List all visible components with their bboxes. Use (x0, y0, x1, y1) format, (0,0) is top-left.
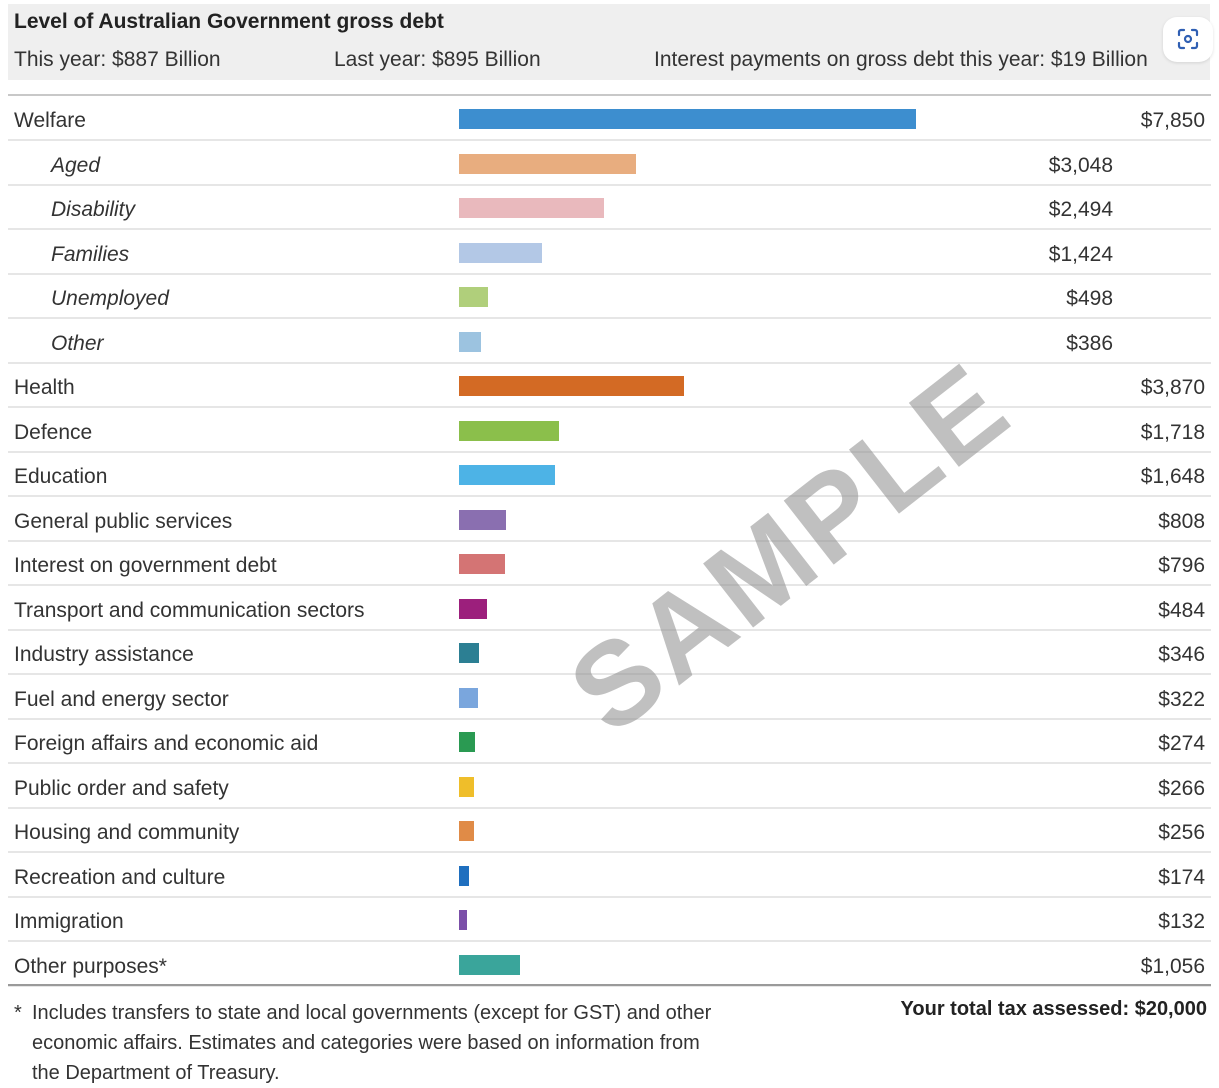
bar (459, 954, 520, 975)
this-year-debt: This year: $887 Billion (14, 48, 221, 71)
bottom-rule (8, 984, 1211, 986)
row-label: Other purposes* (14, 954, 167, 978)
chart-row: Transport and communication sectors $484 (8, 587, 1211, 631)
row-label: Other (51, 331, 104, 355)
chart-title: Level of Australian Government gross deb… (14, 10, 444, 33)
value-label: $498 (1066, 287, 1113, 310)
row-label: Education (14, 465, 108, 488)
row-label: Welfare (14, 109, 86, 132)
chart-row: Families $1,424 (8, 230, 1211, 275)
value-label: $2,494 (1048, 198, 1113, 221)
row-label: Industry assistance (14, 643, 194, 666)
bar (459, 776, 474, 797)
bar (459, 465, 555, 485)
bar (459, 821, 474, 841)
top-rule (8, 94, 1211, 96)
bar (459, 331, 481, 352)
chart-row: Interest on government debt $796 (8, 542, 1211, 586)
chart-row: Housing and community $256 (8, 809, 1211, 853)
scan-button[interactable] (1163, 17, 1213, 62)
footnote-text: Includes transfers to state and local go… (32, 1002, 712, 1084)
total-tax-assessed: Your total tax assessed: $20,000 (900, 998, 1207, 1020)
row-label: Fuel and energy sector (14, 687, 229, 711)
bar (459, 198, 604, 218)
row-label: Housing and community (14, 821, 240, 844)
chart-row: Immigration $132 (8, 898, 1211, 942)
bar (459, 732, 475, 752)
bar (459, 643, 479, 663)
footnote-star: * (14, 1002, 22, 1024)
chart-row: Recreation and culture $174 (8, 854, 1211, 898)
value-label: $132 (1158, 910, 1205, 933)
chart-row: Health $3,870 (8, 364, 1211, 408)
value-label: $346 (1158, 643, 1205, 666)
value-label: $386 (1066, 331, 1113, 355)
row-label: Foreign affairs and economic aid (14, 732, 319, 755)
value-label: $7,850 (1140, 109, 1205, 132)
value-label: $1,424 (1048, 242, 1113, 266)
chart-row: Unemployed $498 (8, 275, 1211, 319)
row-label: Recreation and culture (14, 865, 226, 889)
value-label: $274 (1158, 732, 1205, 755)
row-label: Public order and safety (14, 776, 229, 800)
bar (459, 420, 559, 441)
value-label: $796 (1158, 554, 1205, 577)
chart-row: Aged $3,048 (8, 141, 1211, 186)
row-label: General public services (14, 509, 233, 533)
value-label: $808 (1158, 509, 1205, 533)
bar (459, 554, 505, 574)
row-label: Health (14, 376, 75, 399)
chart-row: Industry assistance $346 (8, 631, 1211, 675)
value-label: $1,718 (1140, 420, 1205, 444)
chart-row: Foreign affairs and economic aid $274 (8, 720, 1211, 764)
bar (459, 687, 478, 708)
row-label: Immigration (14, 910, 124, 933)
row-label: Defence (14, 420, 93, 444)
chart-row: Fuel and energy sector $322 (8, 676, 1211, 720)
chart-row: Welfare $7,850 (8, 97, 1211, 141)
value-label: $3,048 (1048, 153, 1113, 177)
row-label: Interest on government debt (14, 554, 277, 577)
bar (459, 153, 636, 174)
row-label: Disability (51, 198, 136, 221)
bar (459, 287, 488, 307)
row-label: Aged (51, 153, 101, 177)
bar (459, 376, 684, 396)
row-label: Unemployed (51, 287, 169, 310)
row-label: Transport and communication sectors (14, 598, 365, 622)
bar (459, 242, 542, 263)
value-label: $174 (1158, 865, 1205, 889)
value-label: $3,870 (1140, 376, 1205, 399)
chart-row: Education $1,648 (8, 453, 1211, 497)
chart-row: Other purposes* $1,056 (8, 943, 1211, 987)
bar (459, 910, 467, 930)
chart-row: General public services $808 (8, 498, 1211, 542)
chart-header: Level of Australian Government gross deb… (8, 4, 1213, 80)
bar (459, 109, 916, 129)
last-year-debt: Last year: $895 Billion (334, 48, 541, 71)
value-label: $1,056 (1140, 954, 1205, 978)
scan-icon (1177, 28, 1199, 50)
chart-row: Defence $1,718 (8, 409, 1211, 453)
chart-row: Disability $2,494 (8, 186, 1211, 230)
chart-row: Public order and safety $266 (8, 765, 1211, 809)
row-label: Families (51, 242, 130, 266)
bar (459, 509, 506, 530)
interest-payments: Interest payments on gross debt this yea… (654, 48, 1148, 71)
value-label: $266 (1158, 776, 1205, 800)
bar (459, 865, 469, 886)
chart-row: Other $386 (8, 319, 1211, 364)
bar (459, 598, 487, 619)
value-label: $322 (1158, 687, 1205, 711)
value-label: $256 (1158, 821, 1205, 844)
value-label: $484 (1158, 598, 1205, 622)
value-label: $1,648 (1140, 465, 1205, 488)
